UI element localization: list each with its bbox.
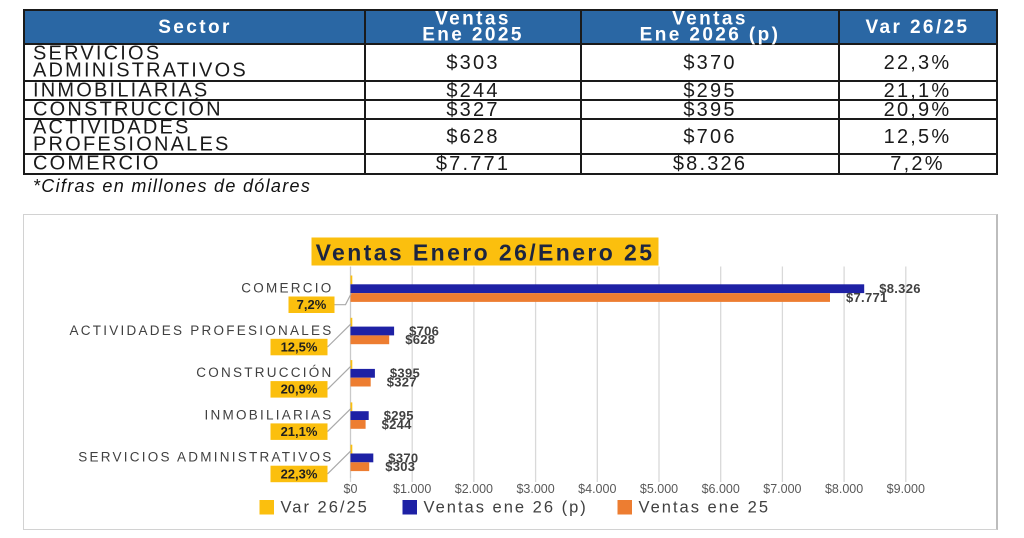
svg-text:$4.000: $4.000	[578, 482, 616, 496]
svg-text:$5.000: $5.000	[639, 482, 677, 496]
svg-text:22,3%: 22,3%	[280, 466, 317, 481]
svg-text:$370: $370	[388, 450, 418, 465]
svg-text:$8.000: $8.000	[824, 482, 862, 496]
svg-text:$3.000: $3.000	[516, 482, 554, 496]
svg-text:$8.326: $8.326	[879, 281, 921, 296]
svg-text:ACTIVIDADES PROFESIONALES: ACTIVIDADES PROFESIONALES	[69, 322, 333, 337]
svg-text:20,9%: 20,9%	[280, 381, 317, 396]
svg-text:$706: $706	[409, 323, 439, 338]
svg-text:$303: $303	[385, 459, 415, 474]
svg-text:$295: $295	[383, 408, 413, 423]
svg-text:$1.000: $1.000	[393, 482, 431, 496]
svg-text:$244: $244	[381, 416, 412, 431]
svg-text:$327: $327	[386, 374, 416, 389]
svg-text:$7.000: $7.000	[763, 482, 801, 496]
svg-text:$0: $0	[343, 482, 357, 496]
svg-text:$7.771: $7.771	[846, 289, 888, 304]
svg-text:CONSTRUCCIÓN: CONSTRUCCIÓN	[196, 365, 333, 380]
svg-text:Ventas ene 25: Ventas ene 25	[638, 498, 770, 516]
svg-text:COMERCIO: COMERCIO	[241, 280, 333, 295]
svg-text:$395: $395	[389, 365, 419, 380]
svg-text:Ventas ene 26 (p): Ventas ene 26 (p)	[423, 498, 587, 516]
svg-text:$2.000: $2.000	[454, 482, 492, 496]
svg-text:12,5%: 12,5%	[280, 339, 317, 354]
svg-text:$9.000: $9.000	[886, 482, 924, 496]
svg-text:Var 26/25: Var 26/25	[280, 498, 368, 516]
svg-text:$628: $628	[405, 332, 435, 347]
svg-text:SERVICIOS ADMINISTRATIVOS: SERVICIOS ADMINISTRATIVOS	[78, 449, 333, 464]
svg-text:Ventas Enero 26/Enero 25: Ventas Enero 26/Enero 25	[315, 239, 654, 265]
svg-text:$6.000: $6.000	[701, 482, 739, 496]
svg-text:7,2%: 7,2%	[296, 297, 326, 312]
svg-text:21,1%: 21,1%	[280, 424, 317, 439]
svg-text:INMOBILIARIAS: INMOBILIARIAS	[204, 407, 333, 422]
